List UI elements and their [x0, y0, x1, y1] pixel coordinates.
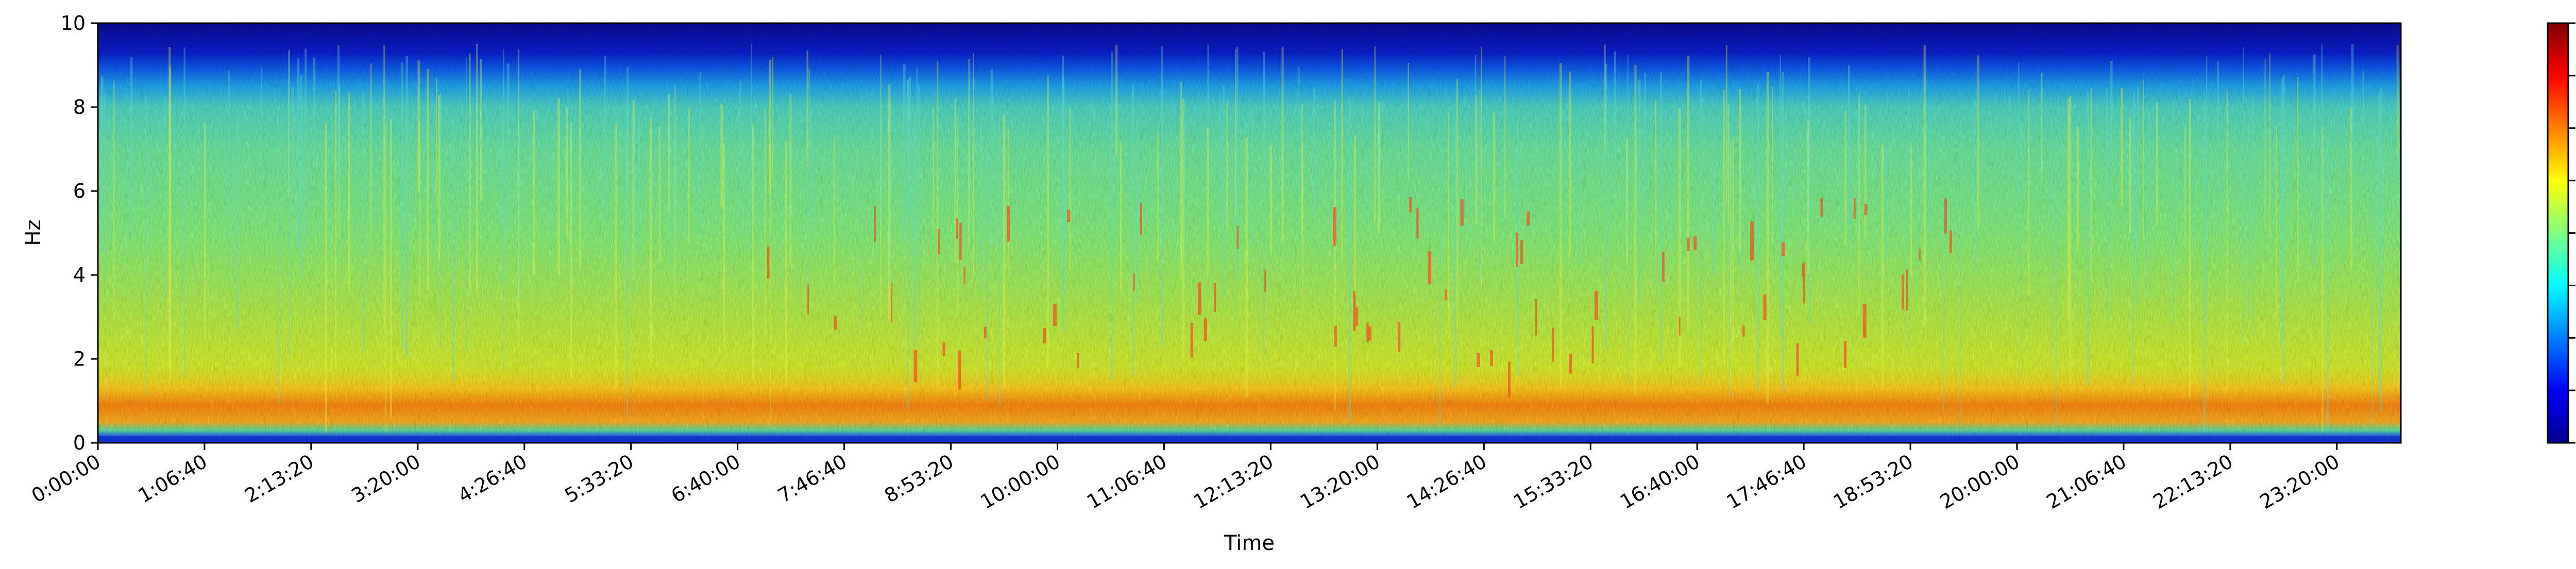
- y-tick-label: 4: [73, 264, 86, 286]
- x-tick-label: 20:00:00: [1936, 450, 2024, 513]
- y-tick-label: 10: [61, 12, 86, 35]
- x-tick-label: 21:06:40: [2043, 450, 2130, 513]
- x-tick-label: 16:40:00: [1616, 450, 1704, 513]
- x-tick-label: 18:53:20: [1829, 450, 1917, 513]
- x-tick-label: 15:33:20: [1510, 450, 1597, 513]
- x-tick-label: 5:33:20: [561, 450, 637, 507]
- x-tick-label: 6:40:00: [667, 450, 744, 507]
- x-tick-label: 12:13:20: [1190, 450, 1277, 513]
- x-axis: 0:00:00 1:06:40 2:13:20 3:20:00 4:26:40 5:33:…: [28, 443, 2344, 513]
- x-tick-label: 14:26:40: [1403, 450, 1490, 513]
- x-tick-label: 4:26:40: [454, 450, 531, 507]
- x-tick-label: 1:06:40: [134, 450, 211, 507]
- x-tick-label: 7:46:40: [774, 450, 851, 507]
- x-tick-label: 0:00:00: [28, 450, 105, 507]
- y-tick-label: 8: [73, 96, 86, 118]
- colorbar-scale: [2548, 23, 2568, 443]
- x-tick-label: 23:20:00: [2256, 450, 2344, 513]
- y-axis-label: Hz: [22, 219, 45, 246]
- x-tick-label: 22:13:20: [2149, 450, 2237, 513]
- y-axis: 0 2 4 6 8 10: [61, 12, 98, 454]
- colorbar: +0 dB-10 dB-20 dB-30 dB-40 dB-50 dB-60 d…: [2547, 22, 2575, 444]
- x-tick-label: 17:46:40: [1723, 450, 1810, 513]
- low-frequency-band: [98, 436, 2401, 442]
- y-tick-label: 2: [73, 348, 86, 370]
- x-tick-label: 11:06:40: [1083, 450, 1171, 513]
- plot-frame: [97, 22, 2402, 444]
- y-tick-label: 0: [73, 432, 86, 454]
- x-tick-label: 3:20:00: [347, 450, 424, 507]
- x-tick-label: 10:00:00: [976, 450, 1064, 513]
- spectrogram-events: [98, 44, 2401, 442]
- x-axis-label: Time: [1224, 531, 1275, 555]
- y-tick-label: 6: [73, 180, 86, 202]
- spectrogram-image: [98, 23, 2401, 443]
- x-tick-label: 2:13:20: [241, 450, 318, 507]
- x-tick-label: 8:53:20: [880, 450, 957, 507]
- colorbar-ticks: +0 dB-10 dB-20 dB-30 dB-40 dB-50 dB-60 d…: [2568, 22, 2575, 444]
- x-tick-label: 13:20:00: [1296, 450, 1384, 513]
